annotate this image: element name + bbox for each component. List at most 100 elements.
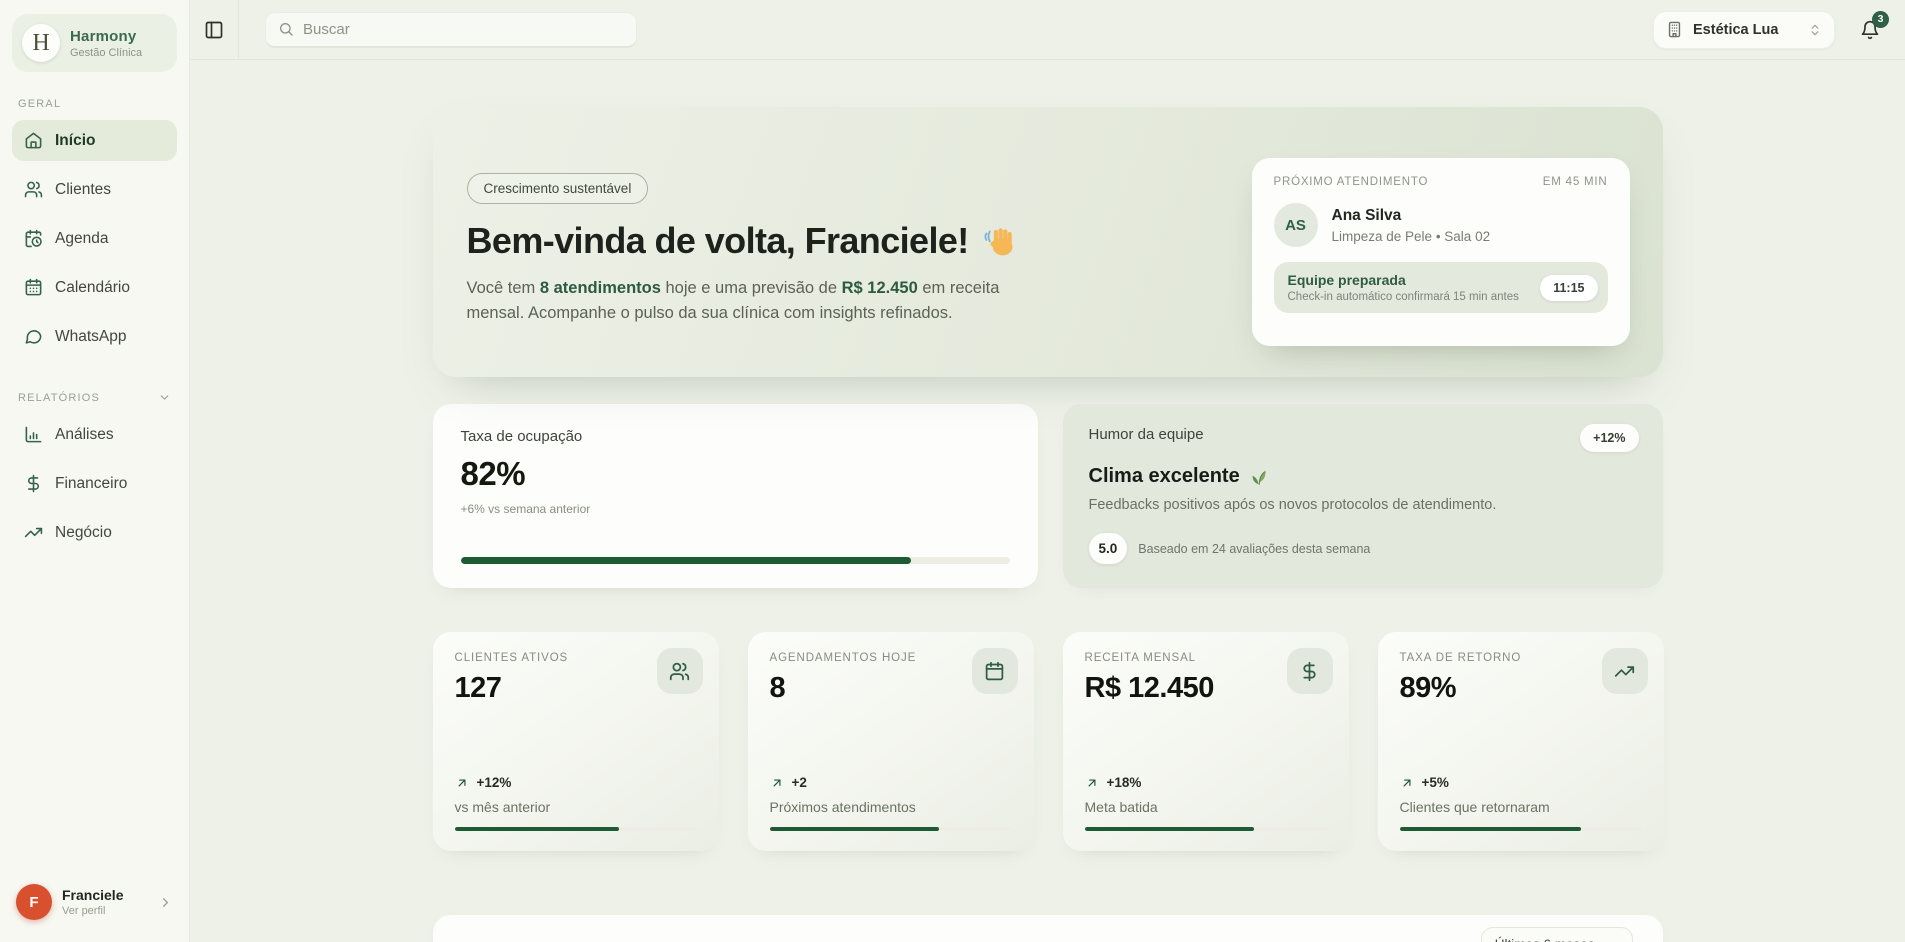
arrow-up-right-icon — [1085, 776, 1099, 790]
calendar-icon — [971, 648, 1018, 694]
chevrons-up-down-icon — [1808, 23, 1822, 37]
bell-icon — [1860, 20, 1880, 40]
monthly-revenue-card: Receita Mensal Últimos 6 meses — [432, 915, 1663, 942]
notifications-button[interactable]: 3 — [1849, 9, 1891, 51]
team-mood-description: Feedbacks positivos após os novos protoc… — [1088, 497, 1497, 513]
building-icon — [1666, 21, 1683, 38]
stat-label: RECEITA MENSAL — [1084, 652, 1196, 664]
waving-hand-icon — [983, 224, 1017, 258]
clinic-selector[interactable]: Estética Lua — [1653, 10, 1835, 49]
profile-button[interactable]: F Franciele Ver perfil — [12, 878, 177, 926]
sidebar-item-label: Agenda — [55, 229, 109, 247]
occupancy-rate-card: Taxa de ocupação 82% +6% vs semana anter… — [432, 404, 1038, 588]
next-appointment-card: PRÓXIMO ATENDIMENTO EM 45 MIN AS Ana Sil… — [1251, 158, 1630, 346]
notification-count-badge: 3 — [1872, 10, 1889, 28]
sidebar-item-analises[interactable]: Análises — [12, 414, 177, 455]
team-mood-card: Humor da equipe +12% Clima excelente Fe — [1062, 404, 1663, 588]
app-name: Harmony — [70, 27, 137, 45]
stat-progress-fill — [1399, 827, 1581, 831]
panel-left-icon — [204, 20, 224, 40]
app-subtitle: Gestão Clínica — [70, 46, 143, 59]
revenue-forecast-text: R$ 12.450 — [841, 279, 918, 297]
occupancy-progress-bar — [460, 557, 1010, 564]
sidebar-item-calendario[interactable]: Calendário — [12, 267, 177, 308]
harmony-logo-icon: H — [22, 24, 60, 62]
avatar: F — [16, 884, 52, 920]
occupancy-value: 82% — [460, 455, 526, 492]
stat-card-agendamentos-hoje: AGENDAMENTOS HOJE 8 +2 Próximos atendime… — [747, 632, 1034, 851]
sidebar-toggle-button[interactable] — [190, 0, 239, 59]
trending-up-icon — [24, 523, 43, 542]
stat-value: 89% — [1399, 672, 1457, 704]
search-input-wrapper[interactable] — [265, 11, 637, 48]
search-input[interactable] — [303, 20, 624, 38]
appointments-count-text: 8 atendimentos — [539, 279, 661, 297]
growth-badge: Crescimento sustentável — [466, 173, 649, 204]
stat-delta-text: +18% — [1106, 775, 1142, 790]
arrow-up-right-icon — [1400, 776, 1414, 790]
sidebar-item-whatsapp[interactable]: WhatsApp — [12, 316, 177, 357]
stat-description: Clientes que retornaram — [1399, 799, 1550, 815]
dollar-icon — [1286, 648, 1333, 694]
stat-label: CLIENTES ATIVOS — [454, 652, 569, 664]
stat-description: vs mês anterior — [454, 799, 551, 815]
appointment-time-badge: 11:15 — [1540, 274, 1598, 301]
chevron-right-icon — [158, 895, 173, 910]
stat-delta-text: +5% — [1421, 775, 1449, 790]
next-appointment-label: PRÓXIMO ATENDIMENTO — [1273, 176, 1429, 188]
period-filter-label: Últimos 6 meses — [1495, 937, 1595, 942]
arrow-up-right-icon — [455, 776, 469, 790]
client-avatar: AS — [1273, 203, 1318, 247]
stat-progress-fill — [454, 827, 620, 831]
welcome-hero-card: Crescimento sustentável Bem-vinda de vol… — [432, 107, 1663, 377]
client-service: Limpeza de Pele • Sala 02 — [1331, 228, 1491, 244]
home-icon — [24, 131, 43, 150]
sidebar-item-negocio[interactable]: Negócio — [12, 512, 177, 553]
subtitle-text: Você tem — [466, 279, 540, 297]
period-filter-dropdown[interactable]: Últimos 6 meses — [1480, 927, 1633, 942]
stat-progress-bar — [1399, 827, 1642, 831]
stat-delta-text: +12% — [476, 775, 512, 790]
stat-progress-fill — [769, 827, 939, 831]
nav-section-label: GERAL — [18, 98, 62, 110]
sidebar-item-clientes[interactable]: Clientes — [12, 169, 177, 210]
page-title: Bem-vinda de volta, Franciele! — [467, 220, 1623, 262]
bar-chart-icon — [24, 425, 43, 444]
trending-up-icon — [1601, 648, 1648, 694]
stat-label: AGENDAMENTOS HOJE — [769, 652, 917, 664]
search-icon — [278, 21, 294, 37]
subtitle-text: hoje e uma previsão de — [660, 279, 842, 297]
welcome-title-text: Bem-vinda de volta, Franciele! — [466, 220, 970, 261]
stat-progress-fill — [1084, 827, 1254, 831]
team-mood-label: Humor da equipe — [1088, 426, 1204, 443]
nav-section-relatorios[interactable]: RELATÓRIOS — [18, 391, 171, 404]
sidebar-item-agenda[interactable]: Agenda — [12, 218, 177, 259]
herb-icon — [1249, 467, 1269, 487]
clinic-selector-label: Estética Lua — [1693, 21, 1779, 38]
sidebar-item-label: Negócio — [55, 523, 112, 541]
sidebar-item-financeiro[interactable]: Financeiro — [12, 463, 177, 504]
sidebar-item-label: Financeiro — [55, 474, 128, 492]
sidebar-item-inicio[interactable]: Início — [12, 120, 177, 161]
stat-card-receita-mensal: RECEITA MENSAL R$ 12.450 +18% Meta batid… — [1062, 632, 1349, 851]
rating-description: Baseado em 24 avaliações desta semana — [1138, 541, 1371, 556]
nav-section-geral: GERAL — [18, 98, 171, 110]
status-description: Check-in automático confirmará 15 min an… — [1287, 291, 1519, 303]
team-mood-title: Clima excelente — [1088, 465, 1240, 487]
subtitle-text: em receita mensal. Acompanhe o pulso da … — [466, 279, 1000, 322]
arrow-up-right-icon — [770, 776, 784, 790]
sidebar-item-label: Clientes — [55, 180, 111, 198]
stat-value: 8 — [769, 672, 786, 704]
stat-description: Meta batida — [1084, 799, 1158, 815]
nav-section-label: RELATÓRIOS — [18, 391, 101, 404]
stat-value: 127 — [454, 672, 502, 704]
stat-card-clientes-ativos: CLIENTES ATIVOS 127 +12% vs mês anterior — [432, 632, 719, 851]
team-mood-delta-badge: +12% — [1580, 424, 1639, 452]
stat-progress-bar — [454, 827, 697, 831]
occupancy-label: Taxa de ocupação — [460, 428, 583, 445]
stat-progress-bar — [769, 827, 1012, 831]
main-content: Crescimento sustentável Bem-vinda de vol… — [190, 60, 1905, 942]
sidebar-item-label: WhatsApp — [55, 327, 127, 345]
next-appointment-eta: EM 45 MIN — [1542, 176, 1608, 188]
occupancy-delta: +6% vs semana anterior — [460, 502, 591, 516]
